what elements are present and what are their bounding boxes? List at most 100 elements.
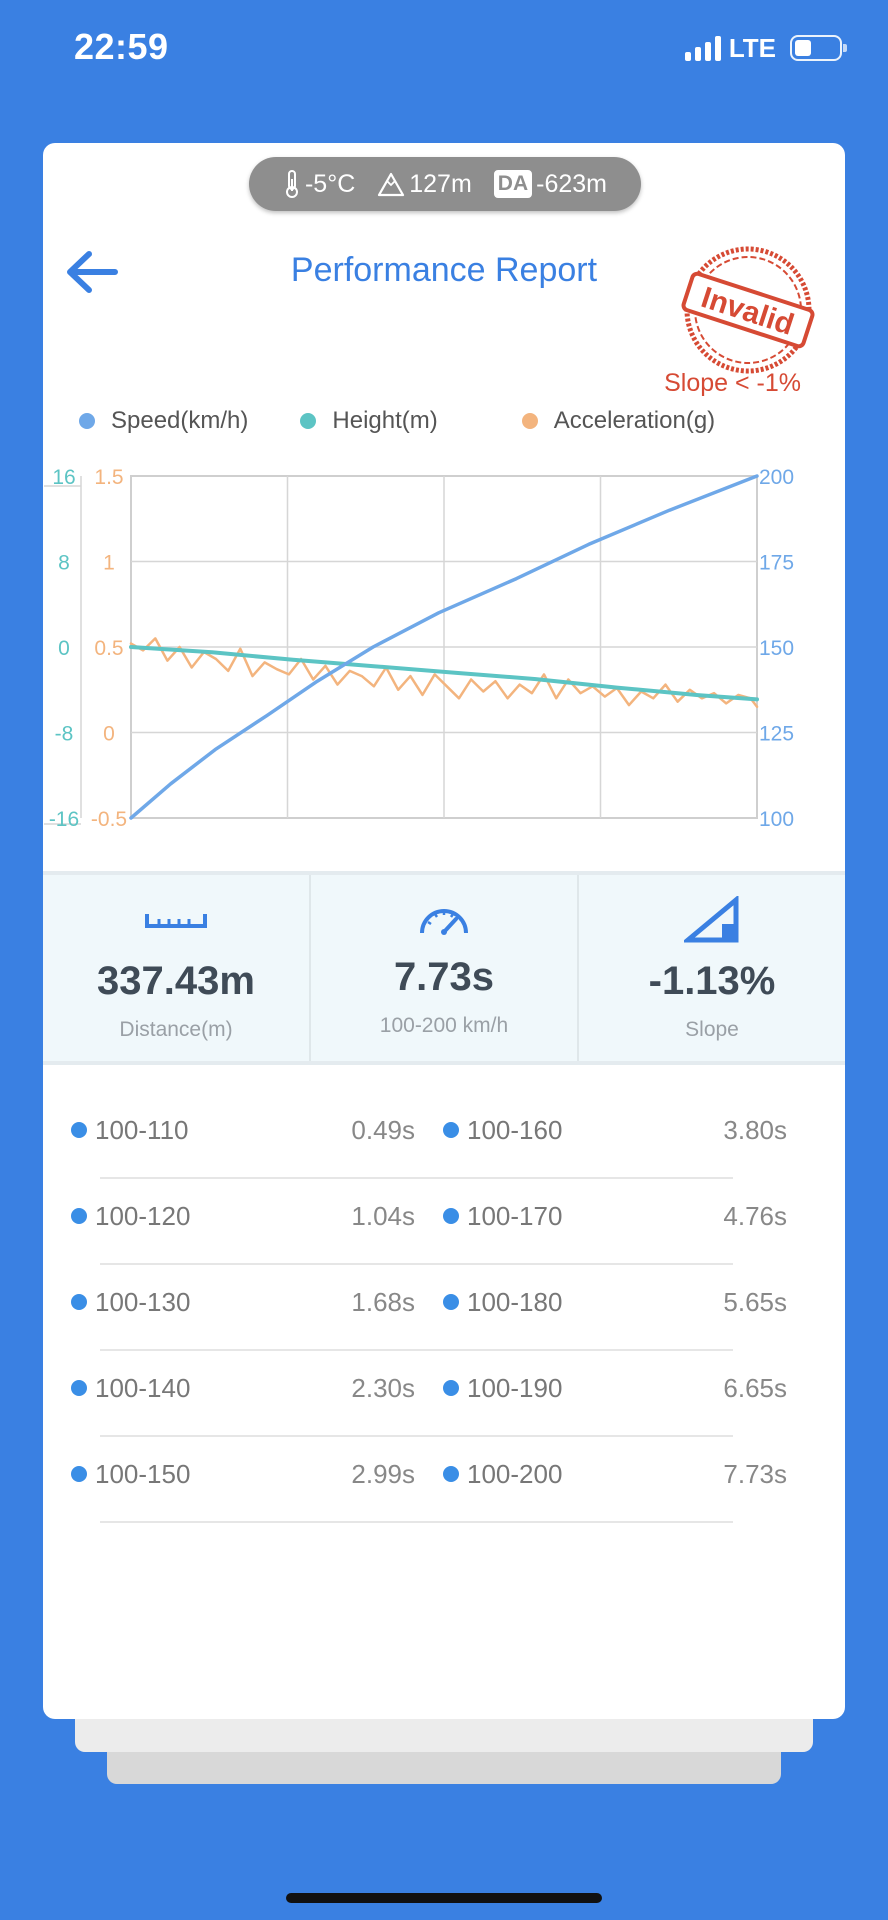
split-range: 100-170 [467,1200,563,1231]
split-range: 100-140 [95,1372,191,1403]
split-time: 2.99s [351,1459,415,1489]
split-time: 0.49s [351,1115,415,1145]
slope-stat: -1.13% Slope [579,875,845,1061]
split-right: 100-160 [443,1113,562,1147]
split-right: 100-180 [443,1285,562,1319]
legend-item-acceleration: Acceleration(g) [521,407,716,435]
bullet-dot [71,1380,87,1396]
chart-legend: Speed(km/h) Height(m) Acceleration(g) [69,401,819,441]
elevation-item: 127m [377,170,472,199]
mountain-icon [377,171,405,197]
distance-stat: 337.43m Distance(m) [43,875,311,1061]
height-tick-label: 8 [58,552,70,575]
split-time: 2.30s [351,1373,415,1403]
split-time: 1.68s [351,1287,415,1317]
split-right: 100-190 [443,1371,562,1405]
time-value: 7.73s [393,955,495,999]
split-time: 7.73s [723,1459,787,1489]
height-tick-label: 16 [52,466,75,489]
split-left: 100-140 [71,1371,190,1405]
speed-series-line [129,474,759,820]
split-left: 100-130 [71,1285,190,1319]
performance-chart: 16 8 0 -8 -16 1.5 1 0.5 0 -0.5 200 175 150 125 100 [44,466,794,831]
height-tick-label: -16 [49,808,79,831]
summary-stats: 337.43m Distance(m) 7.73s 100-200 km/h -… [43,871,845,1065]
acceleration-tick-label: 0 [103,723,115,746]
splits-list: 100-110 0.49s 100-160 3.80s 100-120 1.04… [43,1093,845,1523]
network-type: LTE [728,32,776,63]
bullet-dot [71,1122,87,1138]
legend-dot [521,413,538,429]
speedometer-icon [418,897,470,943]
split-time: 5.65s [723,1287,787,1317]
home-indicator[interactable] [286,1893,602,1903]
legend-label: Acceleration(g) [553,407,716,434]
split-row: 100-140 2.30s 100-190 6.65s [43,1351,845,1437]
report-card: -5°C 127m DA -623m Performance Report In… [43,143,845,1719]
height-series-line [129,645,759,702]
speed-tick-label: 150 [759,637,794,660]
legend-dot [79,413,95,429]
invalid-stamp: Invalid [681,243,815,377]
time-label: 100-200 km/h [379,1014,509,1037]
split-range: 100-110 [95,1114,189,1145]
temperature-value: -5°C [304,169,356,198]
split-range: 100-120 [95,1200,191,1231]
bullet-dot [71,1208,87,1224]
slope-icon [684,896,740,943]
slope-label: Slope [685,1018,739,1041]
acceleration-tick-label: 1 [103,552,115,575]
bullet-dot [443,1466,459,1482]
elevation-value: 127m [409,169,472,198]
row-divider [100,1521,733,1523]
split-time: 3.80s [723,1115,787,1145]
legend-label: Height(m) [332,407,438,434]
arrow-left-icon [67,251,118,293]
speed-tick-label: 100 [759,808,794,831]
acceleration-tick-label: 1.5 [94,466,123,489]
split-right: 100-200 [443,1457,562,1491]
split-time: 1.04s [351,1201,415,1231]
status-indicators: LTE [684,32,847,64]
split-left: 100-110 [71,1113,189,1147]
split-range: 100-180 [467,1286,563,1317]
back-button[interactable] [63,243,121,301]
speed-tick-label: 125 [759,723,794,746]
height-tick-label: 0 [58,637,70,660]
split-left: 100-150 [71,1457,190,1491]
status-time: 22:59 [74,26,169,67]
bullet-dot [443,1294,459,1310]
legend-dot [300,413,317,429]
page-title: Performance Report [290,251,598,289]
split-right: 100-170 [443,1199,562,1233]
row-divider [100,1263,733,1265]
speed-tick-label: 200 [759,466,794,489]
distance-value: 337.43m [97,959,255,1003]
row-divider [100,1435,733,1437]
split-range: 100-130 [95,1286,191,1317]
density-altitude-value: -623m [536,169,608,198]
time-stat: 7.73s 100-200 km/h [311,875,579,1061]
split-range: 100-150 [95,1458,191,1489]
signal-icon [684,35,721,61]
bullet-dot [71,1294,87,1310]
conditions-pill: -5°C 127m DA -623m [249,157,641,211]
row-divider [100,1349,733,1351]
split-left: 100-120 [71,1199,190,1233]
temperature-item: -5°C [283,169,355,199]
split-row: 100-110 0.49s 100-160 3.80s [43,1093,845,1179]
split-row: 100-150 2.99s 100-200 7.73s [43,1437,845,1523]
height-tick-label: -8 [55,723,74,746]
row-divider [100,1177,733,1179]
slope-value: -1.13% [648,959,776,1003]
slope-warning: Slope < -1% [664,369,801,397]
bullet-dot [71,1466,87,1482]
ruler-icon [145,897,207,943]
thermometer-icon [283,169,301,199]
bullet-dot [443,1380,459,1396]
bullet-dot [443,1122,459,1138]
split-row: 100-120 1.04s 100-170 4.76s [43,1179,845,1265]
split-time: 6.65s [723,1373,787,1403]
split-row: 100-130 1.68s 100-180 5.65s [43,1265,845,1351]
acceleration-tick-label: 0.5 [94,637,123,660]
